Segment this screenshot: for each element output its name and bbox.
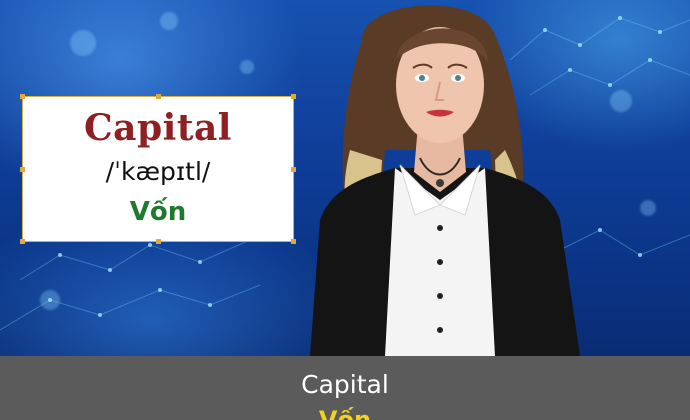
bokeh-light xyxy=(70,30,96,56)
vocabulary-word: Capital xyxy=(84,107,232,149)
selection-handle xyxy=(20,94,25,99)
selection-handle xyxy=(20,167,25,172)
selection-handle xyxy=(291,167,296,172)
bokeh-light xyxy=(640,200,656,216)
pronunciation: /ˈkæpɪtl/ xyxy=(105,157,211,186)
bokeh-light xyxy=(240,60,254,74)
presenter-figure xyxy=(310,5,580,356)
network-graphic xyxy=(0,16,690,331)
bokeh-light xyxy=(610,90,632,112)
subtitle-line-vietnamese: Vốn xyxy=(318,406,372,420)
subtitle-bar: Capital Vốn xyxy=(0,356,690,420)
vietnamese-meaning: Vốn xyxy=(129,197,187,227)
vocabulary-card: Capital /ˈkæpɪtl/ Vốn xyxy=(20,94,296,244)
video-background: Capital /ˈkæpɪtl/ Vốn xyxy=(0,0,690,356)
selection-handle xyxy=(156,94,161,99)
subtitle-line-english: Capital xyxy=(301,370,389,399)
bokeh-light xyxy=(160,12,178,30)
selection-handle xyxy=(156,239,161,244)
selection-handle xyxy=(20,239,25,244)
selection-handle xyxy=(291,94,296,99)
selection-handle xyxy=(291,239,296,244)
